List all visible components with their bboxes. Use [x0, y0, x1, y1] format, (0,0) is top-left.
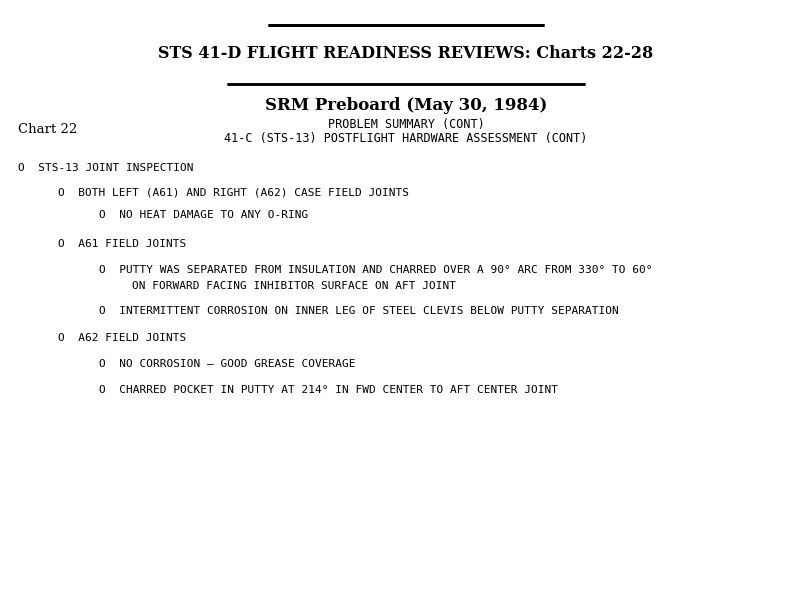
Text: O  INTERMITTENT CORROSION ON INNER LEG OF STEEL CLEVIS BELOW PUTTY SEPARATION: O INTERMITTENT CORROSION ON INNER LEG OF… [99, 306, 618, 315]
Text: 41-C (STS-13) POSTFLIGHT HARDWARE ASSESSMENT (CONT): 41-C (STS-13) POSTFLIGHT HARDWARE ASSESS… [224, 131, 587, 145]
Text: O  PUTTY WAS SEPARATED FROM INSULATION AND CHARRED OVER A 90° ARC FROM 330° TO 6: O PUTTY WAS SEPARATED FROM INSULATION AN… [99, 265, 652, 275]
Text: O  NO HEAT DAMAGE TO ANY O-RING: O NO HEAT DAMAGE TO ANY O-RING [99, 211, 308, 220]
Text: PROBLEM SUMMARY (CONT): PROBLEM SUMMARY (CONT) [327, 118, 484, 131]
Text: Chart 22: Chart 22 [18, 123, 77, 136]
Text: O  BOTH LEFT (A61) AND RIGHT (A62) CASE FIELD JOINTS: O BOTH LEFT (A61) AND RIGHT (A62) CASE F… [58, 188, 409, 198]
Text: O  STS-13 JOINT INSPECTION: O STS-13 JOINT INSPECTION [18, 163, 193, 173]
Text: ON FORWARD FACING INHIBITOR SURFACE ON AFT JOINT: ON FORWARD FACING INHIBITOR SURFACE ON A… [132, 281, 456, 290]
Text: O  NO CORROSION – GOOD GREASE COVERAGE: O NO CORROSION – GOOD GREASE COVERAGE [99, 359, 355, 369]
Text: O  A62 FIELD JOINTS: O A62 FIELD JOINTS [58, 333, 187, 343]
Text: SRM Preboard (May 30, 1984): SRM Preboard (May 30, 1984) [264, 98, 547, 114]
Text: O  CHARRED POCKET IN PUTTY AT 214° IN FWD CENTER TO AFT CENTER JOINT: O CHARRED POCKET IN PUTTY AT 214° IN FWD… [99, 386, 557, 395]
Text: O  A61 FIELD JOINTS: O A61 FIELD JOINTS [58, 239, 187, 249]
Text: STS 41-D FLIGHT READINESS REVIEWS: Charts 22-28: STS 41-D FLIGHT READINESS REVIEWS: Chart… [158, 45, 653, 62]
